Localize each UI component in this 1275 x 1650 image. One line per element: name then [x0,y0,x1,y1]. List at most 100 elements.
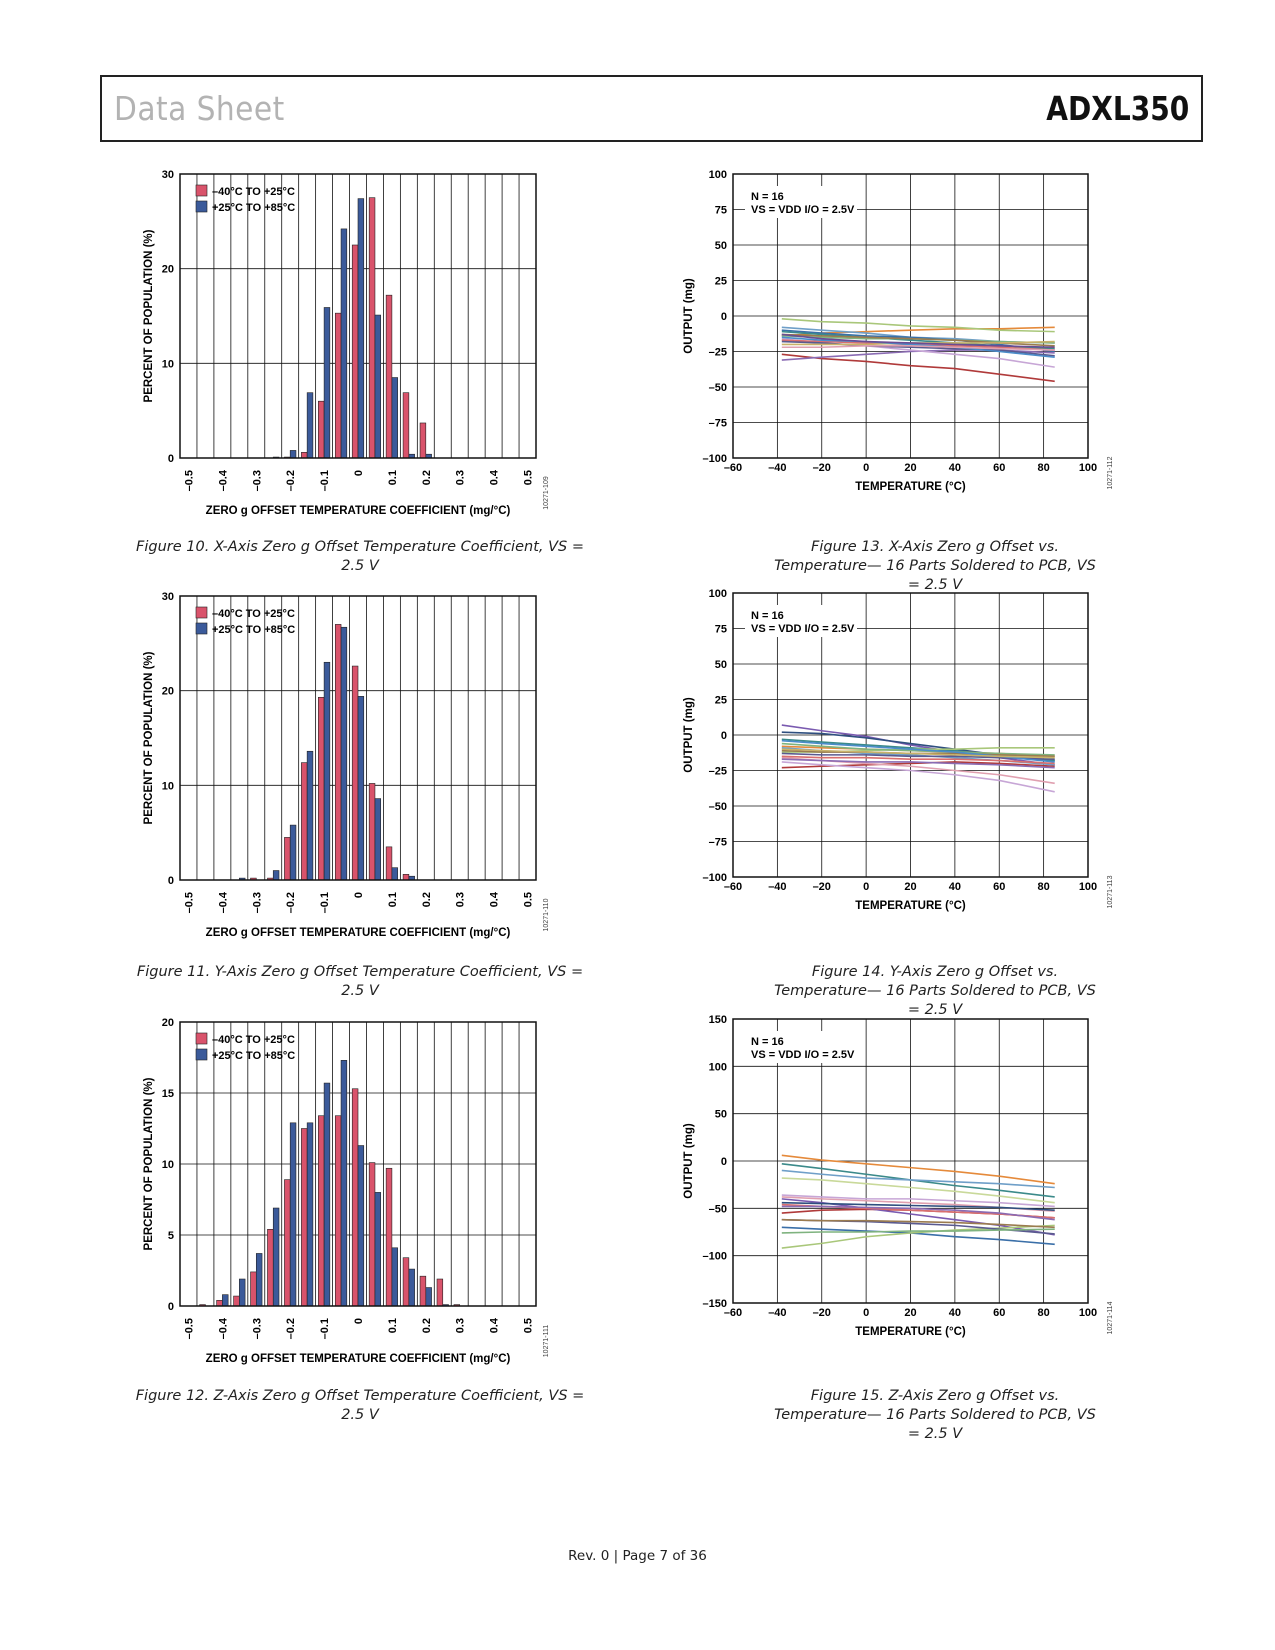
bar [340,626,348,881]
y-tick-label: –25 [709,347,727,359]
bar [306,392,314,459]
y-tick-label: 75 [715,205,727,217]
caption-fig12: Figure 12. Z-Axis Zero g Offset Temperat… [135,1388,585,1423]
x-axis-label: ZERO g OFFSET TEMPERATURE COEFFICIENT (m… [206,505,511,517]
bar [233,1295,240,1307]
caption-fig15: Figure 15. Z-Axis Zero g Offset vs. Temp… [774,1388,1096,1442]
x-tick-label: 0 [353,892,365,898]
y-tick-label: –150 [703,1298,727,1310]
bar [323,661,331,881]
plot-frame [732,1018,1089,1304]
legend-swatch [195,1032,208,1045]
bar [402,1257,410,1307]
annotation-line: N = 16 [751,191,784,203]
x-tick-label: –60 [724,1307,742,1319]
bar [385,1167,393,1307]
legend-swatch [195,1048,208,1061]
y-tick-label: –100 [703,1251,727,1263]
bar [419,1275,427,1307]
y-tick-label: 0 [721,730,727,742]
x-tick-label: 0 [863,462,869,474]
x-tick-label: 100 [1079,1307,1097,1319]
x-tick-label: 0.2 [421,892,433,907]
legend-label: –40°C TO +25°C [212,186,295,198]
legend-label: –40°C TO +25°C [212,1034,295,1046]
x-tick-label: 40 [949,881,961,893]
bar [351,665,359,881]
bar [250,1271,257,1307]
x-tick-label: –60 [724,881,742,893]
plot-frame [179,173,537,459]
x-tick-label: 20 [904,881,916,893]
bar [289,824,297,881]
y-axis-label: PERCENT OF POPULATION (%) [143,651,155,824]
bar [391,377,398,459]
bar [385,846,393,881]
y-axis-label: OUTPUT (mg) [683,1123,695,1199]
series-line [781,1169,1055,1189]
legend-label: +25°C TO +85°C [212,624,295,636]
x-tick-label: 0 [353,470,365,476]
x-tick-label: 0.4 [489,1317,501,1333]
y-tick-label: –50 [709,801,727,813]
series-line [781,758,1055,769]
x-tick-label: 20 [904,462,916,474]
series-line [781,761,1055,769]
y-tick-label: 100 [709,588,727,600]
x-tick-label: –0.3 [251,1318,263,1339]
x-tick-label: 0.3 [455,892,467,907]
bar [391,1247,398,1307]
y-tick-label: –25 [709,766,727,778]
bar [272,1207,280,1307]
x-tick-label: 100 [1079,881,1097,893]
bar [289,450,297,459]
bar [301,452,308,459]
bar [374,798,382,881]
series-line [781,329,1055,353]
x-tick-label: –0.1 [319,470,331,491]
x-tick-label: 0.2 [421,470,433,485]
legend-label: +25°C TO +85°C [212,1050,295,1062]
x-tick-label: 0.4 [489,469,501,485]
y-tick-label: 50 [715,240,727,252]
x-tick-label: –0.2 [285,892,297,913]
y-tick-label: –50 [709,1203,727,1215]
annotation-bg [745,605,857,637]
series-line [781,748,1055,759]
legend-swatch [195,200,208,213]
x-tick-label: –0.1 [319,892,331,913]
legend-swatch [195,606,208,619]
y-tick-label: 0 [168,875,174,887]
x-tick-label: –0.2 [285,1318,297,1339]
y-axis-label: OUTPUT (mg) [683,697,695,773]
bar [340,1060,348,1307]
x-tick-label: –0.5 [183,1318,195,1339]
x-tick-label: –60 [724,462,742,474]
product-name: ADXL350 [1045,89,1189,128]
x-tick-label: 40 [949,462,961,474]
x-tick-label: 20 [904,1307,916,1319]
x-tick-label: 0.1 [387,1318,399,1333]
plot-frame [732,592,1089,878]
caption-fig11: Figure 11. Y-Axis Zero g Offset Temperat… [136,964,584,999]
chart-fig15: –60 –40 –20 0 20 40 60 80 100 –150 –100 –50 0 50 100 15… [683,1014,1114,1338]
y-tick-label: 0 [721,1156,727,1168]
bar [318,400,325,459]
y-axis-label: OUTPUT (mg) [683,278,695,354]
y-tick-label: 0 [168,453,174,465]
figure-code: 10271-109 [543,476,550,510]
x-tick-label: 0.3 [455,1318,467,1333]
x-tick-label: 0 [863,1307,869,1319]
y-tick-label: –100 [703,453,727,465]
x-tick-label: –0.4 [217,1317,229,1339]
x-tick-label: 0.5 [523,1318,535,1333]
y-tick-label: 30 [162,591,174,603]
x-axis-label: ZERO g OFFSET TEMPERATURE COEFFICIENT (m… [206,927,511,939]
x-tick-label: 60 [993,462,1005,474]
bar [267,1229,274,1307]
series-line [781,1201,1055,1212]
y-tick-label: 20 [162,264,174,276]
x-tick-label: 0.1 [387,892,399,907]
x-tick-label: –0.5 [183,892,195,913]
x-axis-label: TEMPERATURE (°C) [855,481,966,493]
